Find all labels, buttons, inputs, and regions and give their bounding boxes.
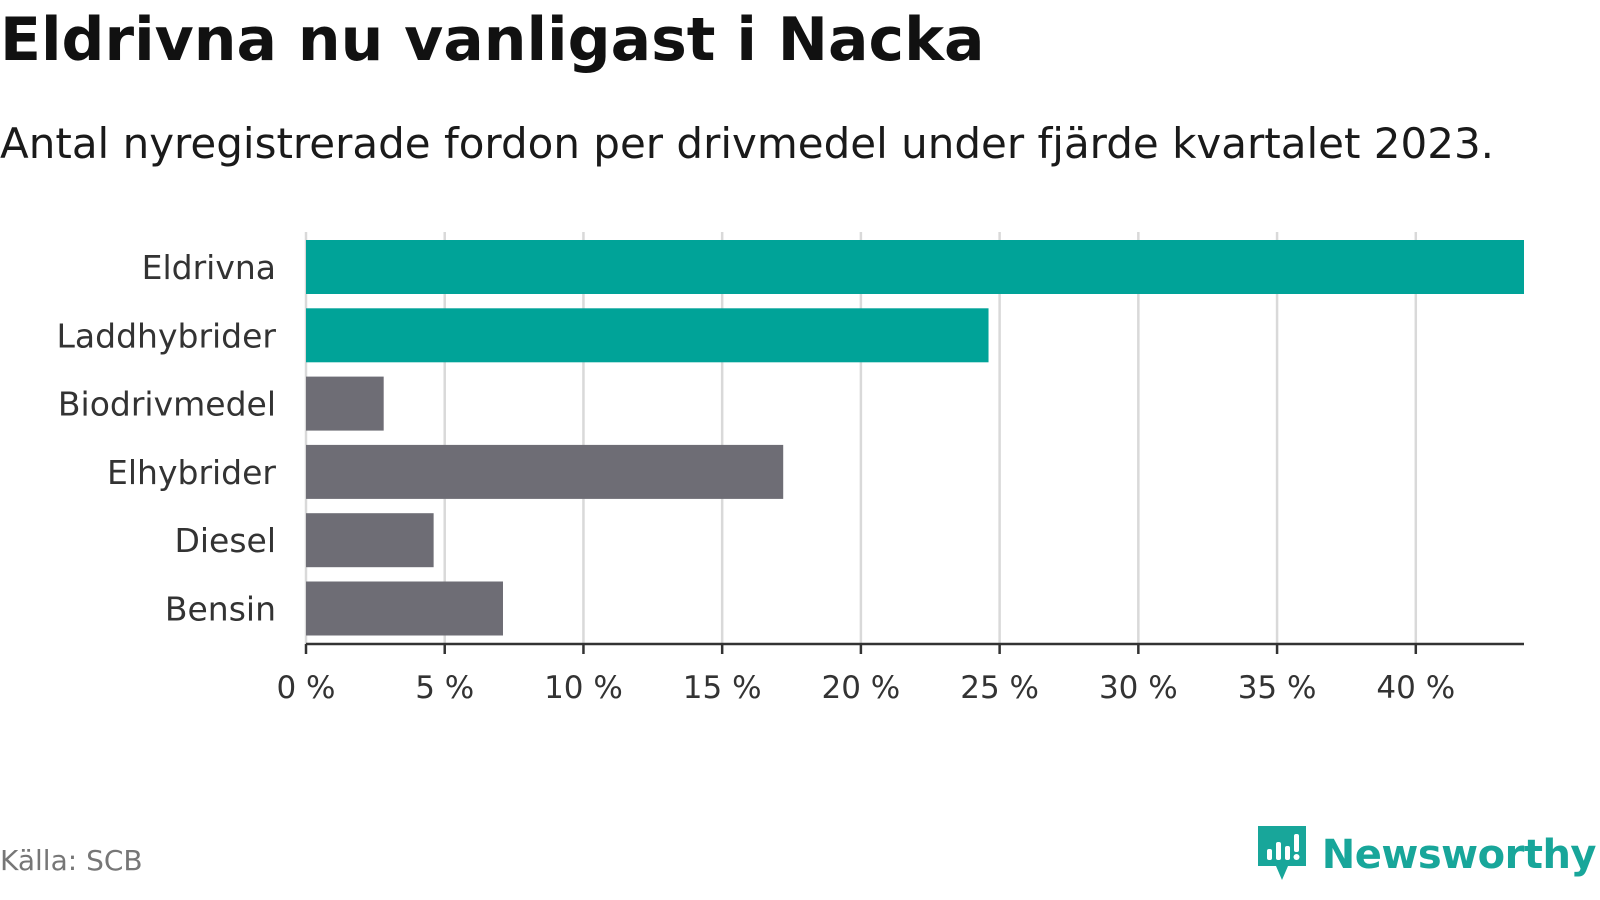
source-note: Källa: SCB (0, 844, 143, 877)
bar-eldrivna (306, 240, 1524, 294)
category-label: Bensin (165, 590, 276, 629)
category-label: Elhybrider (107, 453, 276, 492)
category-label: Diesel (174, 521, 276, 560)
x-tick-label: 35 % (1238, 670, 1317, 706)
newsworthy-logo-icon (1254, 822, 1310, 888)
x-tick-label: 40 % (1376, 670, 1455, 706)
x-tick-label: 15 % (683, 670, 762, 706)
brand[interactable]: Newsworthy (1254, 820, 1597, 890)
category-label: Eldrivna (142, 248, 276, 287)
grid-lines (304, 232, 1418, 644)
category-label: Biodrivmedel (58, 385, 276, 424)
x-tick-label: 10 % (544, 670, 623, 706)
chart-title: Eldrivna nu vanligast i Nacka (0, 5, 985, 75)
x-tick-label: 0 % (276, 670, 335, 706)
brand-name: Newsworthy (1321, 832, 1597, 878)
bar-biodrivmedel (306, 376, 384, 431)
x-tick-label: 20 % (822, 670, 901, 706)
category-labels: Eldrivna Laddhybrider Biodrivmedel Elhybrid… (57, 248, 277, 629)
bars (306, 240, 1524, 636)
x-tick-label: 25 % (960, 670, 1039, 706)
bar-diesel (306, 513, 434, 568)
category-label: Laddhybrider (57, 316, 277, 355)
x-tick-label: 30 % (1099, 670, 1178, 706)
bar-bensin (306, 581, 503, 636)
bar-elhybrider (306, 444, 784, 499)
x-axis: 0 % 5 % 10 % 15 % 20 % 25 % 30 % 35 % 40 % (276, 642, 1524, 706)
bar-laddhybrider (306, 308, 989, 363)
chart-subtitle: Antal nyregistrerade fordon per drivmede… (0, 119, 1495, 168)
x-tick-label: 5 % (415, 670, 474, 706)
